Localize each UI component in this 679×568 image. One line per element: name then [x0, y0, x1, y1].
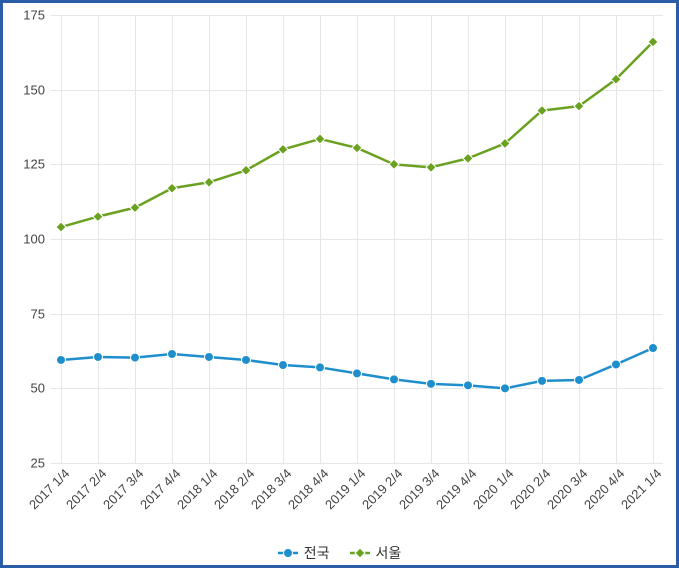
gridline-h — [51, 463, 663, 464]
series-marker — [390, 375, 399, 384]
series-marker — [575, 375, 584, 384]
x-axis-label: 2019 1/4 — [319, 463, 368, 512]
series-marker — [167, 183, 177, 193]
x-axis-label: 2020 3/4 — [541, 463, 590, 512]
x-axis-label: 2017 2/4 — [60, 463, 109, 512]
series-marker — [538, 376, 547, 385]
series-marker — [130, 203, 140, 213]
series-marker — [56, 222, 66, 232]
y-axis-label: 75 — [31, 306, 51, 321]
series-layer — [51, 15, 663, 463]
legend-swatch — [350, 546, 370, 560]
y-axis-label: 125 — [23, 157, 51, 172]
series-marker — [168, 349, 177, 358]
x-axis-label: 2021 1/4 — [615, 463, 664, 512]
legend: 전국 서울 — [3, 543, 676, 563]
series-marker — [353, 369, 362, 378]
series-marker — [204, 177, 214, 187]
series-marker — [242, 355, 251, 364]
y-axis-label: 25 — [31, 456, 51, 471]
legend-item: 전국 — [278, 543, 330, 563]
series-marker — [464, 381, 473, 390]
series-marker — [316, 363, 325, 372]
series-marker — [278, 144, 288, 154]
y-axis-label: 100 — [23, 232, 51, 247]
series-marker — [57, 355, 66, 364]
plot-area: 2550751001251501752017 1/42017 2/42017 3… — [51, 15, 663, 463]
series-marker — [93, 212, 103, 222]
series-line — [61, 42, 653, 227]
series-marker — [352, 143, 362, 153]
series-marker — [205, 352, 214, 361]
series-marker — [241, 165, 251, 175]
legend-item: 서울 — [350, 543, 402, 563]
x-axis-label: 2018 3/4 — [245, 463, 294, 512]
x-axis-label: 2018 2/4 — [208, 463, 257, 512]
series-marker — [501, 384, 510, 393]
x-axis-label: 2020 1/4 — [467, 463, 516, 512]
y-axis-label: 150 — [23, 82, 51, 97]
x-axis-label: 2017 4/4 — [134, 463, 183, 512]
x-axis-label: 2019 2/4 — [356, 463, 405, 512]
series-marker — [315, 134, 325, 144]
chart-frame: 2550751001251501752017 1/42017 2/42017 3… — [0, 0, 679, 568]
x-axis-label: 2018 1/4 — [171, 463, 220, 512]
x-axis-label: 2019 3/4 — [393, 463, 442, 512]
x-axis-label: 2020 2/4 — [504, 463, 553, 512]
legend-label: 전국 — [304, 543, 330, 563]
series-marker — [131, 353, 140, 362]
series-marker — [463, 153, 473, 163]
series-marker — [94, 352, 103, 361]
x-axis-label: 2018 4/4 — [282, 463, 331, 512]
series-marker — [389, 159, 399, 169]
y-axis-label: 50 — [31, 381, 51, 396]
legend-swatch — [278, 546, 298, 560]
series-marker — [426, 162, 436, 172]
series-marker — [649, 344, 658, 353]
y-axis-label: 175 — [23, 8, 51, 23]
series-marker — [427, 379, 436, 388]
x-axis-label: 2019 4/4 — [430, 463, 479, 512]
x-axis-label: 2017 3/4 — [97, 463, 146, 512]
series-line — [61, 348, 653, 388]
series-marker — [612, 360, 621, 369]
legend-label: 서울 — [376, 543, 402, 563]
x-axis-label: 2020 4/4 — [578, 463, 627, 512]
series-marker — [279, 361, 288, 370]
